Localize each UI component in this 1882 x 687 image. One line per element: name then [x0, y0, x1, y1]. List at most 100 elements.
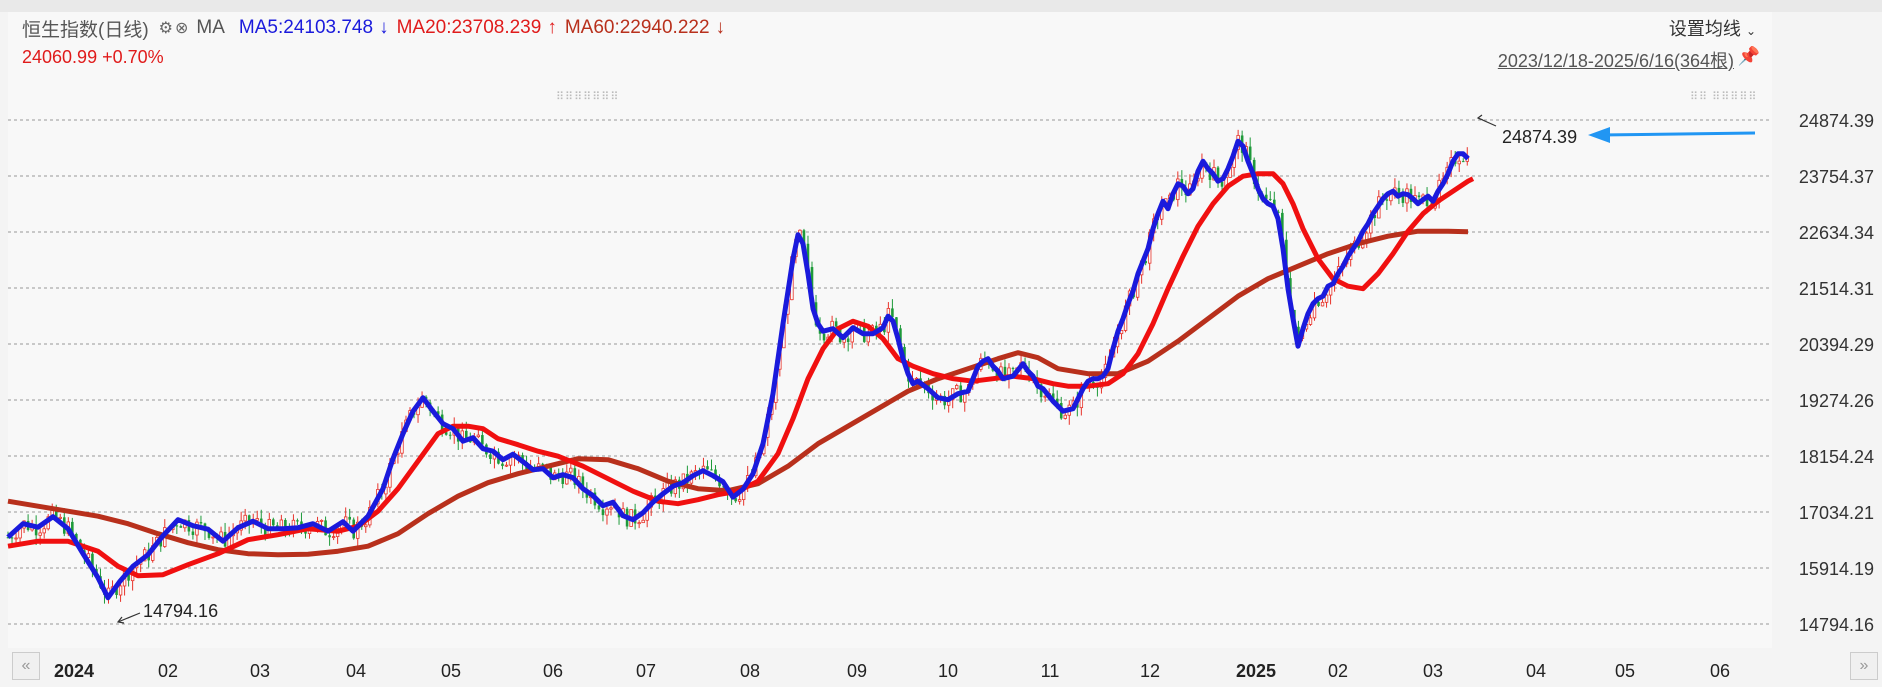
candle-body [737, 499, 742, 502]
candles [6, 129, 1469, 604]
candle-body [504, 464, 509, 467]
candle-body [444, 432, 448, 435]
date-range[interactable]: 2023/12/18-2025/6/16(364根) [1497, 51, 1734, 71]
candle-body [58, 516, 62, 519]
index-name[interactable]: 恒生指数(日线) [22, 19, 149, 41]
candle-body [995, 370, 999, 380]
close-circle-icon[interactable]: ⊗ [175, 20, 189, 37]
x-tick-label: 04 [346, 661, 366, 681]
candle-body [1320, 301, 1325, 307]
candle-body [364, 524, 368, 528]
x-tick-label: 06 [543, 661, 563, 681]
pin-icon[interactable]: 📌 [1737, 46, 1760, 66]
candle-body [331, 536, 336, 539]
price-change: 24060.99 +0.70% [22, 47, 164, 67]
x-tick-label: 07 [636, 661, 656, 681]
x-tick-label: 11 [1041, 661, 1060, 681]
scroll-right-icon[interactable]: » [1850, 652, 1878, 680]
candle-body [464, 430, 468, 439]
candle-body [955, 385, 959, 390]
candle-body [91, 553, 94, 569]
candle-body [14, 537, 18, 540]
candle-body [247, 515, 251, 524]
x-tick-label: 2025 [1236, 661, 1276, 681]
blue-arrow-head [1588, 127, 1610, 143]
y-tick-label: 18154.24 [1799, 447, 1874, 467]
ma20-value: MA20:23708.239 [396, 17, 542, 38]
candle-body [127, 571, 130, 581]
y-tick-label: 20394.29 [1799, 335, 1874, 355]
candle-body [1324, 294, 1329, 303]
candle-body [806, 243, 810, 268]
min-annotation-pointer [117, 612, 141, 623]
candle-body [637, 522, 641, 525]
y-tick-label: 23754.37 [1799, 167, 1874, 187]
candle-body [272, 519, 275, 526]
candle-body [641, 519, 645, 524]
candle-body [328, 535, 331, 538]
x-tick-label: 04 [1526, 661, 1546, 681]
candle-body [1277, 211, 1280, 213]
drag-handle-icon[interactable]: ⠿⠿⠿⠿⠿⠿⠿ [556, 91, 620, 103]
y-tick-label: 19274.26 [1799, 391, 1874, 411]
candle-body [1268, 198, 1272, 200]
candle-body [895, 317, 898, 329]
candle-body [1308, 317, 1313, 325]
candle-body [263, 526, 267, 536]
candle-body [609, 507, 613, 510]
y-tick-label: 24874.39 [1799, 111, 1874, 131]
ma5-arrow: ↓ [379, 17, 389, 38]
set-ma-button[interactable]: 设置均线 ⌄ [1669, 15, 1756, 41]
candle-body [54, 508, 58, 519]
candle-body [569, 467, 573, 473]
x-tick-label: 03 [250, 661, 270, 681]
candle-body [597, 505, 601, 510]
candle-body [175, 525, 179, 527]
candle-body [601, 509, 605, 516]
x-tick-label: 08 [740, 661, 760, 681]
candle-body [734, 498, 737, 502]
candle-body [1317, 301, 1320, 306]
candle-body [481, 435, 484, 445]
candle-body [1144, 260, 1147, 264]
candle-body [1461, 161, 1465, 163]
x-tick-label: 02 [1328, 661, 1348, 681]
candle-body [115, 586, 118, 596]
candle-body [1425, 195, 1429, 207]
drag-handle-icon[interactable]: ⠿⠿ ⠿⠿⠿⠿⠿ [1690, 91, 1758, 103]
candle-body [284, 519, 287, 531]
x-tick-label: 10 [938, 661, 958, 681]
x-tick-label: 2024 [54, 661, 94, 681]
candle-body [1417, 195, 1421, 198]
candle-body [899, 328, 902, 347]
blue-arrow-shaft [1599, 131, 1756, 137]
candle-body [1220, 181, 1224, 187]
candle-body [1063, 414, 1067, 419]
candle-body [34, 524, 38, 536]
candle-body [1003, 366, 1007, 379]
gear-icon[interactable]: ⚙ [158, 20, 173, 37]
candle-body [1397, 187, 1401, 197]
candle-body [501, 463, 504, 467]
candle-body [714, 469, 717, 478]
candle-body [1051, 393, 1055, 399]
candle-body [541, 463, 544, 465]
candle-body [489, 454, 492, 459]
ma60-arrow: ↓ [715, 17, 726, 38]
chevron-down-icon: ⌄ [1745, 24, 1756, 38]
scroll-left-icon[interactable]: « [12, 652, 40, 680]
candle-body [1297, 326, 1300, 339]
candle-body [822, 333, 826, 341]
candle-body [1457, 160, 1461, 165]
candle-body [1216, 167, 1220, 182]
x-axis: 2024 02 03 04 05 06 07 08 09 10 11 12 2025 02 03 04 05 06 [54, 661, 1730, 681]
candle-body [1011, 367, 1015, 369]
candle-body [931, 393, 934, 401]
grid-lines [8, 119, 1772, 625]
candle-body [1385, 199, 1389, 201]
ma20-line [7, 171, 1475, 579]
candle-body [118, 585, 123, 596]
candle-body [296, 520, 299, 522]
y-axis: 24874.39 23754.37 22634.34 21514.31 20394.29… [1799, 111, 1874, 635]
